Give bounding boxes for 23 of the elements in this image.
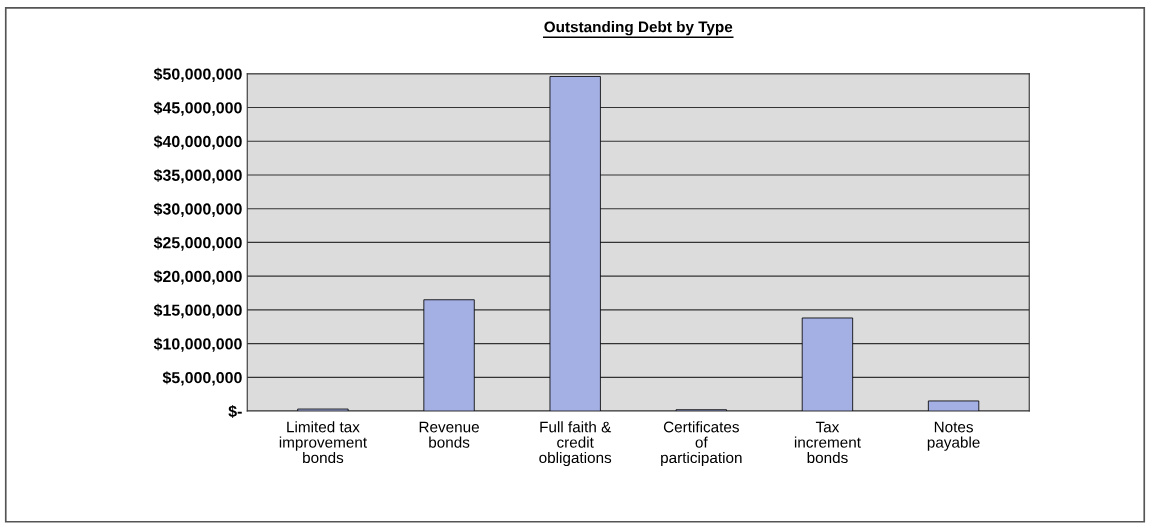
y-tick-label: $35,000,000 <box>153 168 242 184</box>
bar <box>423 299 475 412</box>
x-tick-label: Limited tax improvement bonds <box>279 421 367 464</box>
x-tick-label: Revenue bonds <box>419 421 479 448</box>
y-tick-label: $10,000,000 <box>153 337 242 352</box>
y-tick-label: $15,000,000 <box>153 303 242 319</box>
y-tick-label: $45,000,000 <box>153 101 242 116</box>
y-tick-label: $- <box>228 404 242 419</box>
y-tick-label: $50,000,000 <box>153 67 242 83</box>
bar <box>801 317 854 412</box>
y-tick-label: $40,000,000 <box>153 135 242 150</box>
x-tick-label: Full faith & credit obligations <box>539 421 612 467</box>
y-tick-label: $20,000,000 <box>153 270 242 285</box>
y-tick-label: $30,000,000 <box>153 202 242 217</box>
bar <box>927 400 980 412</box>
y-tick-label: $5,000,000 <box>162 371 242 386</box>
x-tick-label: Notes payable <box>927 421 980 451</box>
bar <box>549 76 601 412</box>
chart-title: Outstanding Debt by Type <box>544 21 733 36</box>
y-tick-label: $25,000,000 <box>153 236 242 251</box>
bar <box>297 408 349 412</box>
x-tick-label: Certificates of participation <box>661 421 742 467</box>
x-tick-label: Tax increment bonds <box>794 421 861 464</box>
